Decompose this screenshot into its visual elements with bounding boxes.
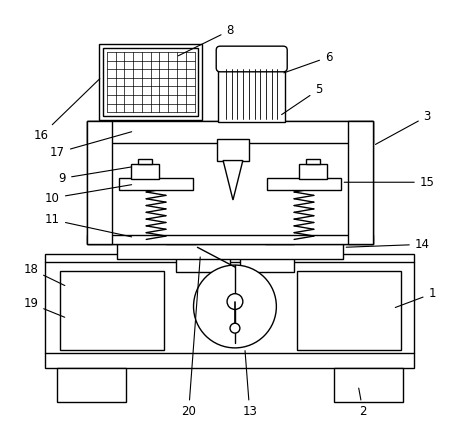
Text: 6: 6 [284, 50, 332, 73]
Text: 17: 17 [50, 132, 131, 159]
Text: 8: 8 [178, 24, 234, 56]
Bar [268, 179, 341, 190]
Circle shape [230, 323, 240, 333]
Circle shape [194, 265, 276, 348]
Text: 1: 1 [395, 287, 436, 308]
Bar [217, 139, 249, 161]
Bar [166, 236, 195, 244]
Text: 2: 2 [359, 388, 367, 418]
Bar [218, 65, 285, 122]
Bar [131, 164, 159, 179]
Bar [87, 234, 373, 244]
Polygon shape [223, 161, 243, 200]
Bar [215, 319, 255, 340]
Text: 16: 16 [33, 79, 100, 143]
Bar [57, 368, 126, 402]
Text: 5: 5 [282, 83, 322, 115]
Bar [348, 121, 373, 244]
Text: 19: 19 [23, 297, 65, 317]
Bar [87, 121, 373, 143]
Text: 10: 10 [45, 185, 131, 204]
Bar [333, 368, 403, 402]
Bar [138, 159, 152, 165]
FancyBboxPatch shape [216, 46, 287, 72]
Bar [103, 48, 199, 116]
Text: 20: 20 [181, 257, 200, 418]
Bar [306, 159, 320, 165]
Bar [240, 254, 294, 272]
Text: 9: 9 [59, 167, 131, 185]
Bar [99, 44, 202, 120]
Text: 3: 3 [375, 110, 431, 144]
Text: 11: 11 [45, 213, 131, 237]
Bar [44, 254, 414, 368]
Bar [176, 254, 230, 272]
Circle shape [227, 294, 243, 310]
Bar [297, 271, 400, 350]
Bar [299, 164, 327, 179]
Bar [264, 236, 294, 244]
Text: 15: 15 [344, 176, 435, 189]
Text: 14: 14 [346, 238, 430, 251]
Bar [87, 121, 373, 244]
Bar [60, 271, 164, 350]
Bar [119, 179, 193, 190]
Text: 13: 13 [242, 351, 257, 418]
Bar [87, 121, 112, 244]
Bar [117, 242, 344, 259]
Text: 18: 18 [24, 263, 65, 286]
